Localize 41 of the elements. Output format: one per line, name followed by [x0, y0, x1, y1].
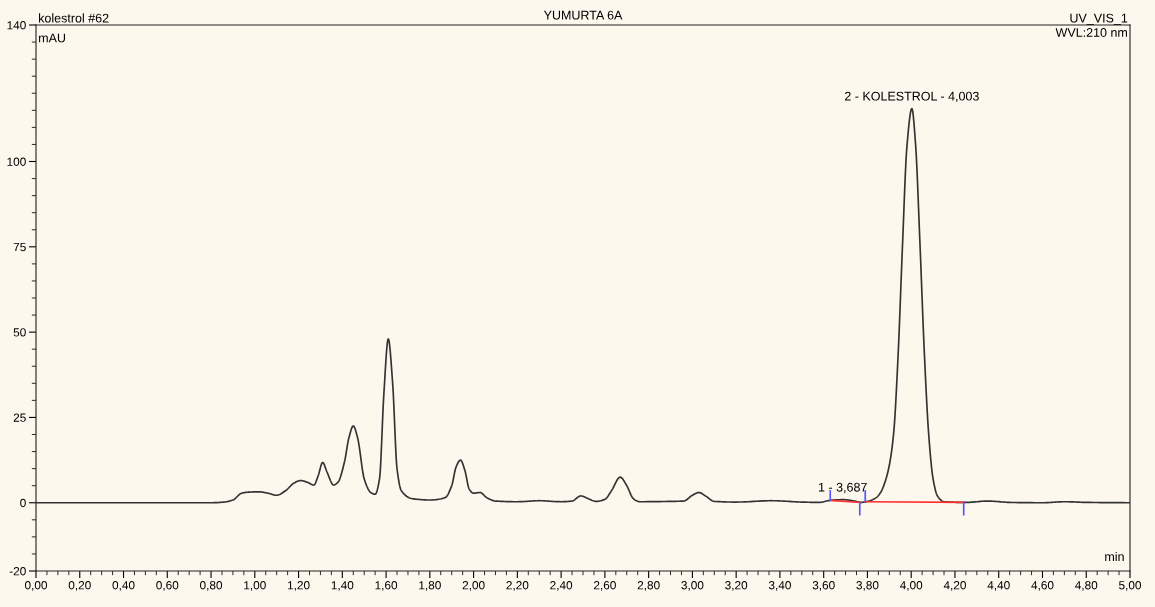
y-tick-label: 140 — [7, 21, 26, 30]
x-tick-label: 2,60 — [593, 581, 616, 591]
x-tick-label: 1,60 — [375, 581, 398, 591]
x-tick-label: 4,80 — [1075, 581, 1098, 591]
x-tick-label: 3,60 — [812, 581, 835, 591]
y-tick-label: -20 — [9, 567, 26, 576]
x-tick-label: 5,00 — [1118, 581, 1142, 591]
x-tick-label: 0,40 — [112, 581, 135, 591]
x-tick-label: 0,60 — [156, 581, 179, 591]
x-tick-label: 4,60 — [1031, 581, 1054, 591]
x-axis-title: min — [1105, 551, 1124, 561]
annotation: 1 - 3,687 — [819, 482, 867, 494]
annotation: 2 - KOLESTROL - 4,003 — [844, 91, 979, 103]
x-tick-label: 2,20 — [506, 581, 529, 591]
text: kolestrol #62 — [39, 13, 109, 23]
chart-title: YUMURTA 6A — [543, 10, 623, 20]
y-tick-label: 50 — [13, 328, 26, 337]
x-tick-label: 3,00 — [681, 581, 704, 591]
x-tick-label: 1,20 — [287, 581, 310, 591]
x-tick-label: 3,40 — [768, 581, 791, 591]
x-tick-label: 0,20 — [68, 581, 91, 591]
x-tick-label: 2,40 — [550, 581, 573, 591]
text: UV_VIS_1 — [1070, 13, 1128, 25]
y-tick-label: 25 — [13, 413, 26, 422]
y-tick-label: 0 — [20, 498, 26, 508]
x-tick-label: 4,00 — [899, 581, 923, 591]
x-tick-label: 0,80 — [200, 581, 223, 591]
x-tick-label: 3,80 — [856, 581, 879, 591]
x-tick-label: 4,20 — [943, 581, 966, 591]
x-tick-label: 1,40 — [331, 581, 354, 591]
x-tick-label: 2,80 — [637, 581, 660, 591]
x-tick-label: 1,00 — [244, 581, 266, 591]
x-tick-label: 3,20 — [725, 581, 748, 591]
x-tick-label: 2,00 — [462, 581, 485, 591]
y-tick-label: 100 — [7, 157, 26, 166]
y-axis-title: mAU — [39, 33, 65, 43]
y-tick-label: 75 — [13, 242, 26, 252]
x-tick-label: 1,80 — [419, 581, 441, 591]
annotation: WVL:210 nm — [1055, 28, 1127, 37]
x-tick-label: 4,40 — [987, 581, 1010, 591]
x-tick-label: 0,00 — [24, 581, 48, 591]
